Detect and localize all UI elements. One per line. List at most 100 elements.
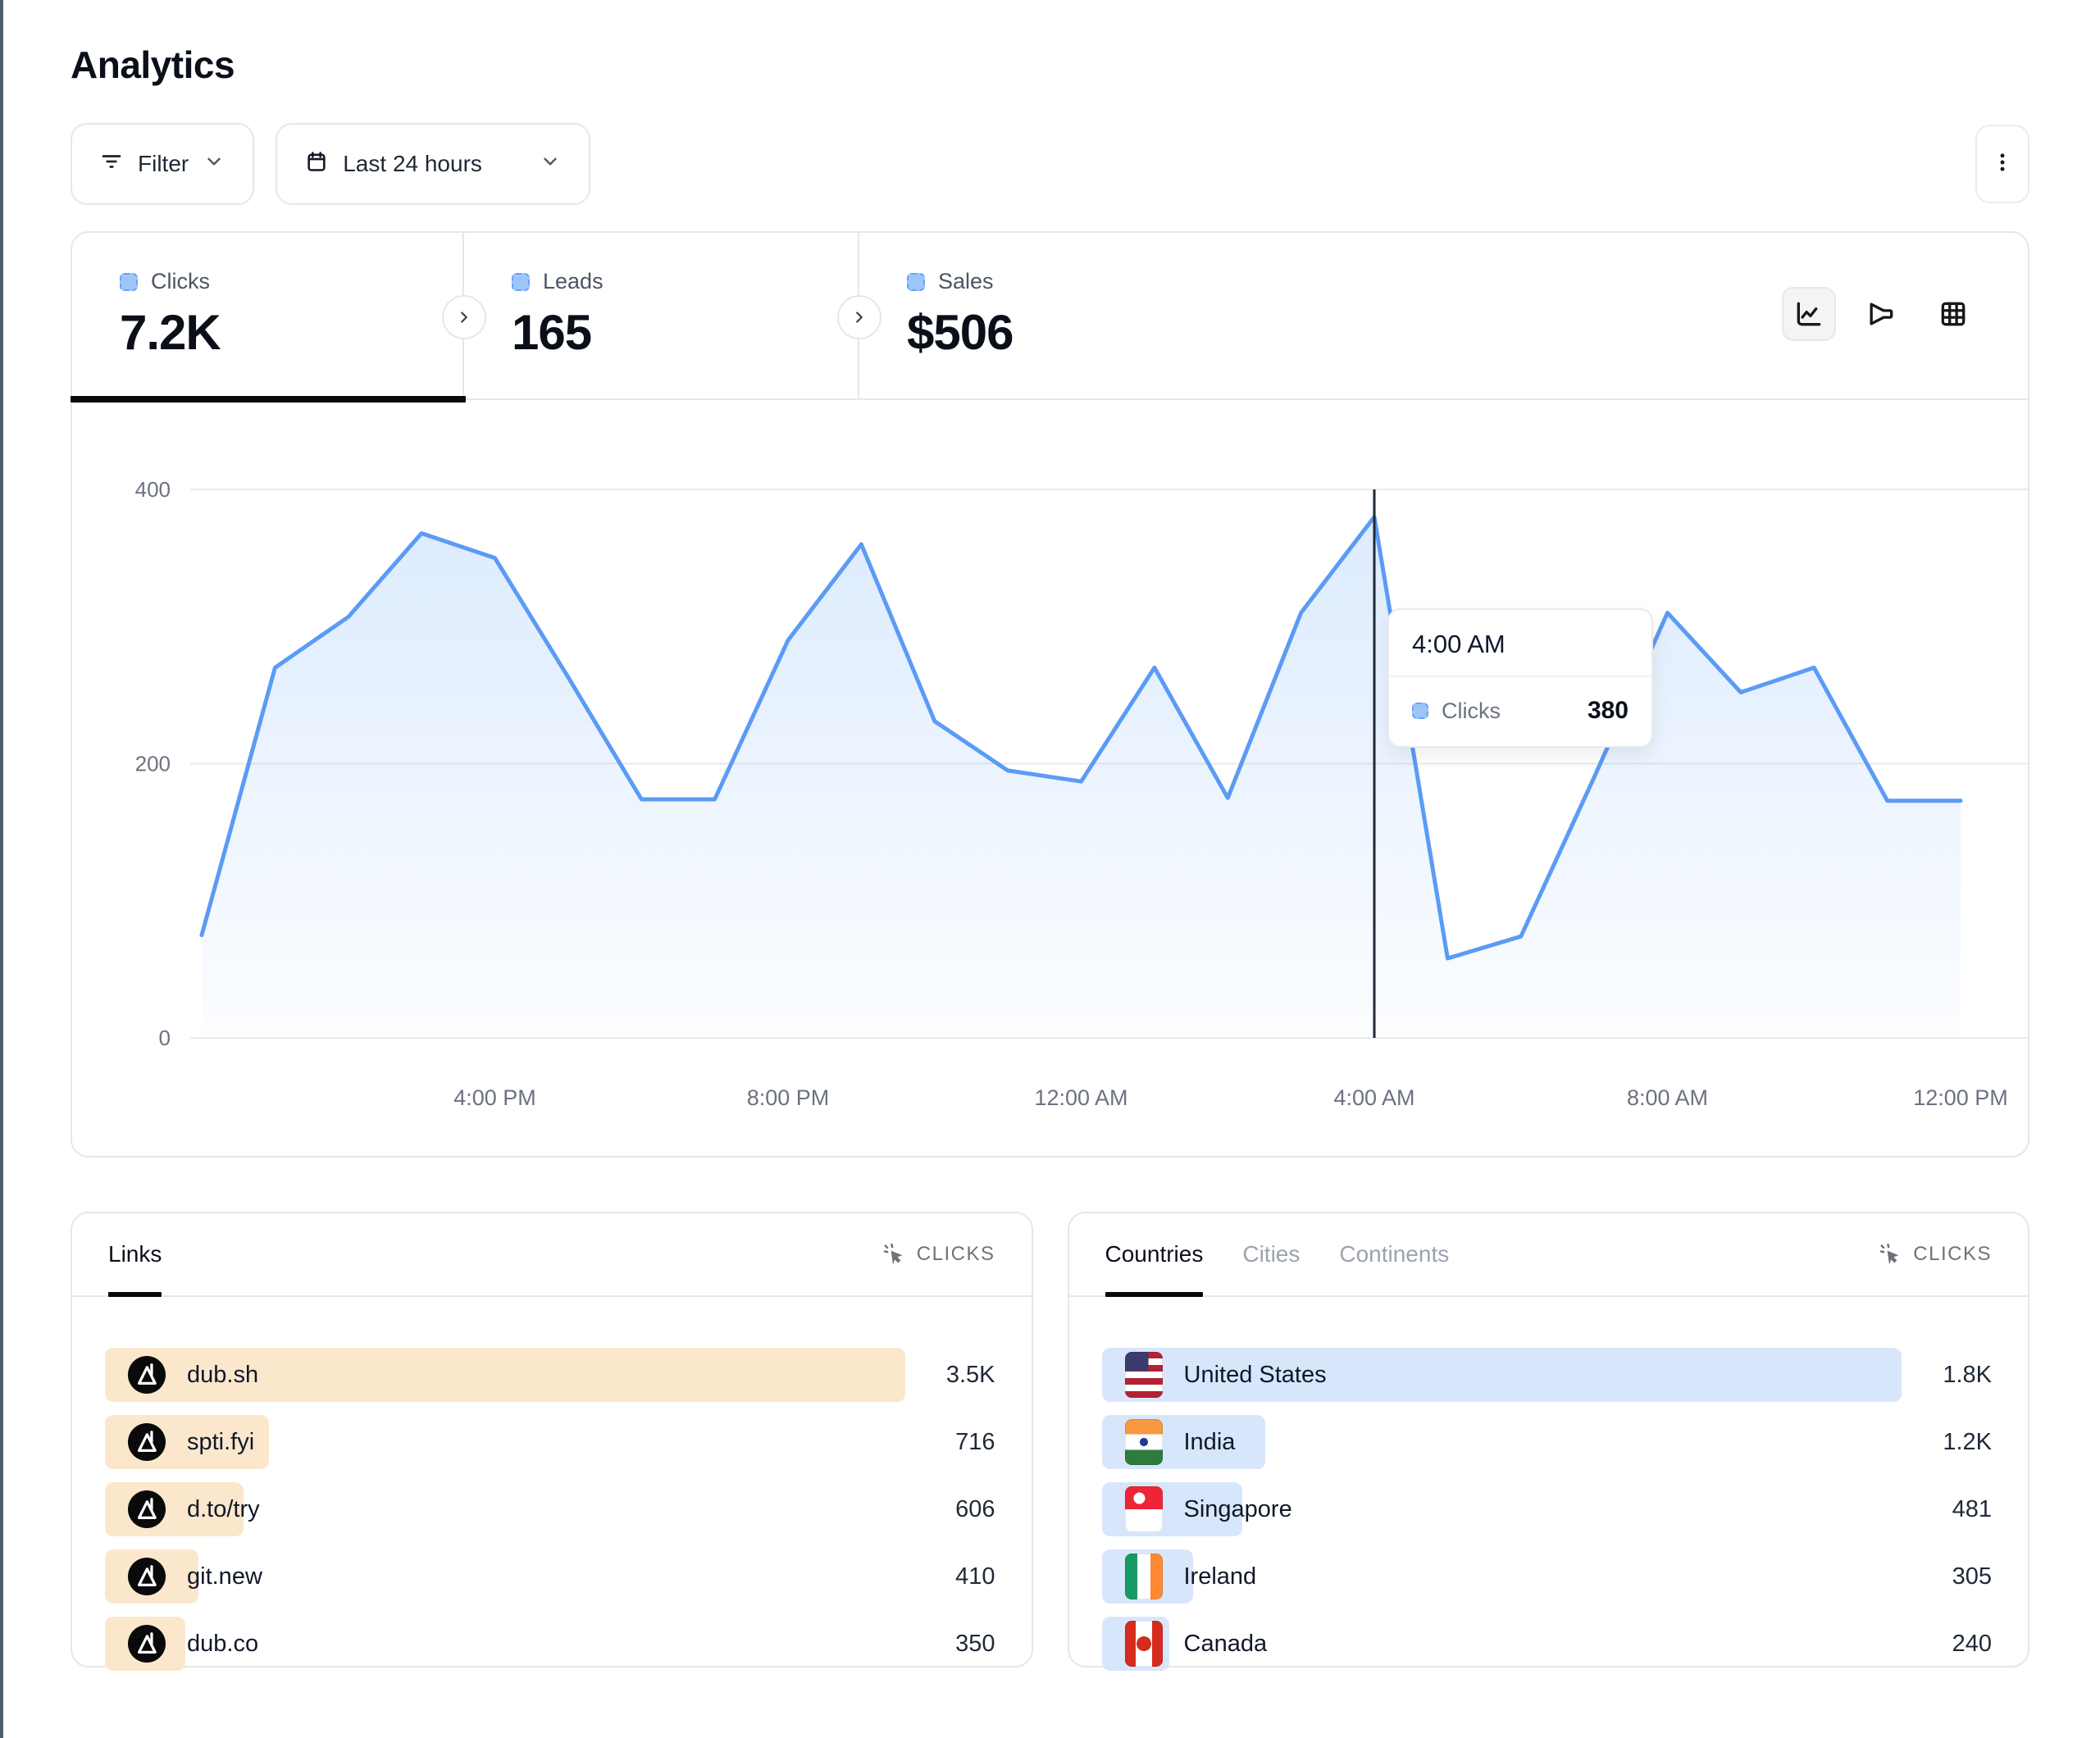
dub-logo-icon [128,1356,166,1394]
stat-label: Leads [543,269,604,293]
svg-text:12:00 PM: 12:00 PM [1913,1085,2008,1110]
svg-text:4:00 PM: 4:00 PM [453,1085,536,1110]
link-label: git.new [187,1563,262,1590]
links-panel: Links CLICKS dub.sh 3.5K [71,1212,1033,1671]
country-clicks-bar [1101,1348,1902,1402]
link-row[interactable]: dub.sh 3.5K [105,1348,995,1402]
chart-view-toggles [1782,287,1980,341]
country-clicks-value: 1.8K [1943,1361,1992,1388]
svg-text:0: 0 [159,1026,171,1050]
filter-bars-icon [100,150,123,179]
chevron-down-icon [203,151,225,178]
chevron-down-icon [540,151,561,178]
links-metric[interactable]: CLICKS [882,1242,995,1267]
country-row[interactable]: Canada 240 [1101,1617,1992,1671]
sales-legend-square-icon [907,272,925,291]
analytics-page: Analytics Filter Last 24 hours [71,0,2029,1671]
tab-cities[interactable]: Cities [1242,1241,1301,1267]
filter-button[interactable]: Filter [71,123,255,205]
date-range-button[interactable]: Last 24 hours [276,123,591,205]
tab-links[interactable]: Links [108,1213,162,1297]
chevron-right-icon [856,312,863,323]
link-label: dub.co [187,1630,259,1657]
stat-tab-leads[interactable]: Leads 165 [464,233,859,398]
link-clicks-value: 410 [955,1563,995,1590]
countries-metric-label: CLICKS [1913,1243,1992,1265]
country-row[interactable]: United States 1.8K [1101,1348,1992,1402]
table-grid-icon [1941,302,1966,326]
stat-label: Clicks [151,269,210,293]
link-row[interactable]: dub.co 350 [105,1617,995,1671]
svg-text:8:00 AM: 8:00 AM [1627,1085,1708,1110]
country-clicks-value: 240 [1952,1630,1992,1657]
country-clicks-value: 481 [1952,1495,1992,1522]
link-label: dub.sh [187,1361,259,1388]
stats-strip: Clicks 7.2K Leads 165 Sales $506 [71,233,2028,403]
countries-list: United States 1.8K India 1.2K Singapore … [1069,1297,2029,1671]
svg-text:12:00 AM: 12:00 AM [1034,1085,1127,1110]
svg-text:200: 200 [135,752,171,776]
links-list: dub.sh 3.5K spti.fyi 716 [72,1297,1032,1671]
links-tabs: Links [108,1213,162,1297]
svg-text:400: 400 [135,477,171,502]
country-label: Canada [1183,1630,1268,1657]
link-clicks-value: 716 [955,1428,995,1455]
cursor-click-icon [883,1243,903,1265]
country-clicks-value: 305 [1952,1563,1992,1590]
clicks-area-chart[interactable]: 0 200 400 4:00 PM 8:00 PM 12:00 AM 4:00 AM 8:00… [72,400,2028,1154]
country-flag-icon [1124,1352,1163,1398]
more-menu-button[interactable] [1975,125,2029,203]
chart-tooltip: 4:00 AM Clicks 380 [1387,608,1653,748]
kebab-menu-icon [1991,151,2014,178]
countries-panel-header: Countries Cities Continents CLICKS [1068,1213,2028,1297]
countries-metric[interactable]: CLICKS [1879,1242,1992,1267]
link-row[interactable]: d.to/try 606 [105,1482,995,1536]
expand-leads-chevron-button[interactable] [837,295,881,339]
link-row[interactable]: git.new 410 [105,1549,995,1604]
country-flag-icon [1124,1419,1163,1465]
chart-canvas: 0 200 400 4:00 PM 8:00 PM 12:00 AM 4:00 AM 8:00… [135,477,2028,1110]
toolbar: Filter Last 24 hours [71,123,2029,205]
leads-legend-square-icon [512,272,530,291]
active-stat-underline [71,396,466,403]
expand-clicks-chevron-button[interactable] [442,295,486,339]
svg-text:4:00 AM: 4:00 AM [1333,1085,1414,1110]
link-label: spti.fyi [187,1428,255,1455]
country-label: Singapore [1183,1495,1292,1522]
countries-tabs: Countries Cities Continents [1105,1213,1450,1297]
page-title: Analytics [71,43,235,86]
country-label: United States [1183,1361,1327,1388]
funnel-view-button[interactable] [1854,287,1908,341]
country-flag-icon [1124,1486,1163,1532]
table-view-button[interactable] [1926,287,1980,341]
dub-logo-icon [128,1490,166,1528]
stat-value: 165 [512,305,592,360]
date-range-label: Last 24 hours [343,151,482,176]
country-row[interactable]: Singapore 481 [1101,1482,1992,1536]
tooltip-series-label: Clicks [1442,698,1501,723]
tooltip-value: 380 [1587,697,1629,724]
country-flag-icon [1124,1554,1163,1599]
stat-label: Sales [938,269,994,293]
tab-continents[interactable]: Continents [1339,1241,1450,1267]
link-label: d.to/try [187,1495,260,1522]
stat-value: 7.2K [120,305,221,360]
dub-logo-icon [128,1558,166,1595]
country-row[interactable]: Ireland 305 [1101,1549,1992,1604]
country-row[interactable]: India 1.2K [1101,1415,1992,1469]
country-flag-icon [1124,1621,1163,1667]
stat-tab-sales[interactable]: Sales $506 [859,233,2028,398]
line-chart-view-button[interactable] [1782,287,1836,341]
stat-tab-clicks[interactable]: Clicks 7.2K [71,233,466,403]
funnel-icon [1870,303,1893,325]
analytics-card: Clicks 7.2K Leads 165 Sales $506 [71,231,2029,1158]
link-clicks-value: 606 [955,1495,995,1522]
line-chart-icon [1797,302,1821,326]
country-label: India [1183,1428,1236,1455]
link-row[interactable]: spti.fyi 716 [105,1415,995,1469]
link-clicks-value: 3.5K [945,1361,995,1388]
countries-panel: Countries Cities Continents CLICKS United … [1067,1212,2029,1671]
dub-logo-icon [128,1625,166,1663]
tab-countries[interactable]: Countries [1105,1213,1203,1297]
chevron-right-icon [461,312,467,323]
